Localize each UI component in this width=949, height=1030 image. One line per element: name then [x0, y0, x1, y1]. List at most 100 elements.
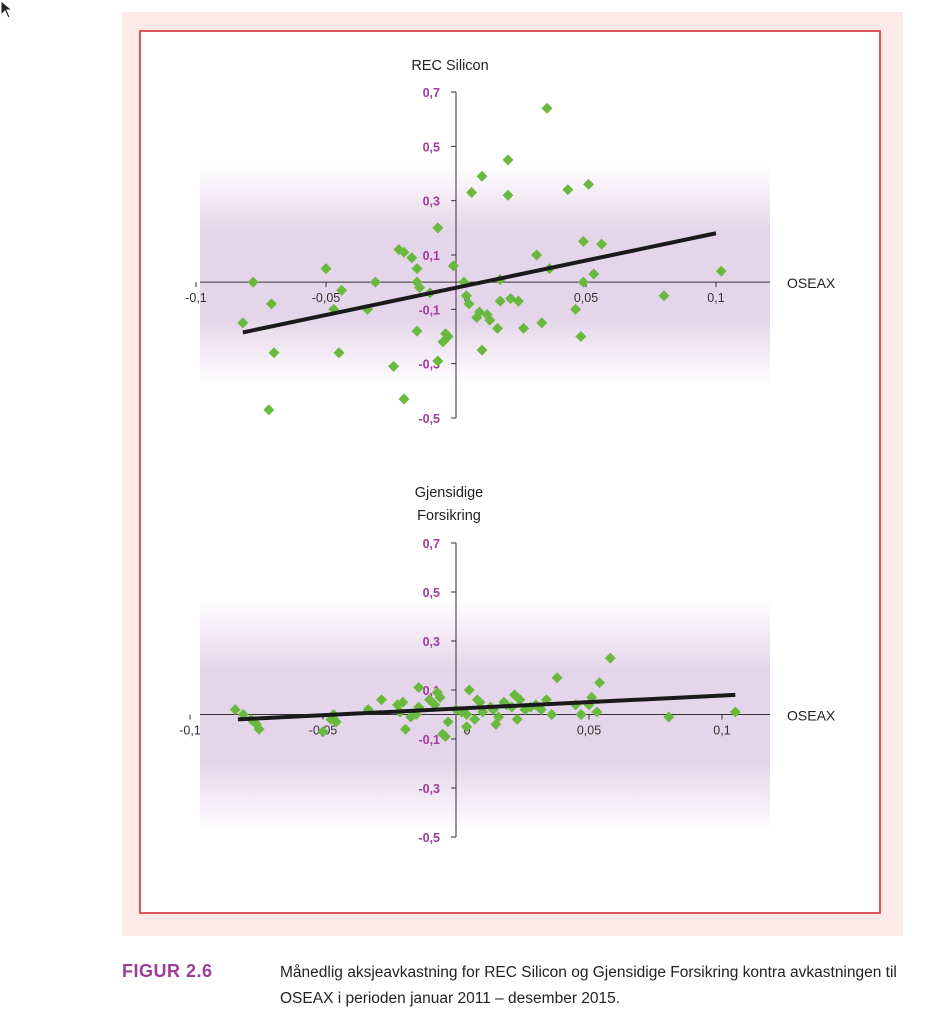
gjen-data-point-30	[463, 684, 475, 696]
gjen-y-tick-label: -0,1	[418, 733, 440, 747]
gjen-data-point-38	[493, 711, 505, 723]
rec-data-point-10	[369, 276, 381, 288]
gjen-x-tick-label: -0,1	[179, 724, 201, 738]
rec-chart-title: REC Silicon	[411, 58, 488, 74]
rec-x-tick-label: -0,05	[312, 291, 341, 305]
rec-data-point-3	[265, 298, 277, 310]
rec-data-point-53	[577, 235, 589, 247]
rec-data-point-15	[406, 252, 418, 264]
gjen-data-point-60	[729, 706, 741, 718]
rec-data-point-16	[411, 263, 423, 275]
rec-data-point-25	[442, 331, 454, 342]
gjen-data-point-33	[474, 696, 486, 708]
rec-data-point-58	[715, 265, 727, 277]
rec-x-tick-label: 0,05	[574, 291, 598, 305]
gjen-data-point-53	[575, 709, 587, 720]
gjen-data-point-58	[604, 652, 616, 664]
rec-data-point-37	[492, 322, 504, 334]
rec-data-point-41	[502, 154, 514, 166]
rec-y-tick-label: 0,5	[423, 140, 440, 154]
gjen-chart-title: Gjensidige	[415, 485, 484, 501]
rec-data-point-50	[570, 303, 582, 315]
rec-data-point-51	[575, 331, 587, 342]
gjen-data-point-57	[594, 677, 606, 689]
gjen-data-point-44	[514, 694, 526, 706]
gjen-data-point-5	[317, 726, 329, 738]
gjen-data-point-24	[439, 731, 451, 743]
gjen-data-point-18	[413, 682, 425, 694]
rec-data-point-56	[596, 238, 608, 250]
rec-y-tick-label: 0,7	[423, 86, 440, 100]
rec-y-tick-label: -0,1	[418, 303, 440, 317]
rec-data-point-28	[460, 290, 472, 302]
figure-caption: Månedlig aksjeavkastning for REC Silicon…	[280, 964, 897, 1007]
figure-label: FIGUR 2.6	[122, 961, 213, 981]
gjen-y-tick-label: -0,3	[418, 782, 440, 796]
gjen-data-point-31	[469, 713, 481, 725]
rec-data-point-11	[388, 360, 400, 372]
rec-data-point-38	[494, 295, 506, 307]
rec-y-tick-label: -0,5	[418, 412, 440, 426]
rec-data-point-54	[583, 178, 595, 190]
gjen-y-tick-label: 0,5	[423, 586, 440, 600]
rec-data-point-30	[466, 187, 478, 199]
rec-data-point-34	[476, 344, 488, 356]
gjen-data-point-4	[253, 723, 265, 735]
gjen-data-point-48	[535, 704, 547, 716]
rec-data-point-26	[447, 260, 459, 272]
rec-y-tick-label: 0,1	[423, 249, 440, 263]
rec-data-point-45	[531, 249, 543, 261]
gjen-data-point-10	[376, 694, 388, 706]
rec-data-point-47	[541, 102, 553, 114]
gjen-x-tick-label: 0,1	[713, 724, 730, 738]
rec-data-point-43	[512, 295, 524, 307]
gjen-data-point-43	[511, 713, 523, 725]
rec-data-point-13	[398, 246, 410, 258]
rec-data-point-49	[562, 184, 574, 196]
rec-y-tick-label: 0,3	[423, 195, 440, 209]
gjen-data-point-59	[663, 711, 675, 723]
rec-data-point-18	[414, 282, 426, 294]
rec-data-point-19	[411, 325, 423, 337]
rec-data-point-33	[476, 170, 488, 182]
gjen-data-point-28	[461, 709, 473, 720]
rec-data-point-29	[463, 298, 475, 310]
rec-data-point-8	[336, 284, 348, 296]
rec-data-point-21	[432, 222, 444, 234]
rec-data-point-52	[577, 276, 589, 288]
rec-trend-line	[242, 231, 717, 335]
gjen-data-point-51	[551, 672, 563, 684]
gjen-x-tick-label: 0,05	[577, 724, 601, 738]
rec-data-point-55	[588, 268, 600, 280]
gjen-y-tick-label: -0,5	[418, 831, 440, 845]
gjen-data-point-50	[546, 709, 558, 720]
rec-data-point-2	[263, 404, 275, 416]
rec-data-point-14	[398, 393, 410, 405]
gjen-data-point-56	[591, 706, 603, 718]
gjen-data-point-8	[330, 716, 342, 728]
gjen-data-point-25	[442, 716, 454, 728]
rec-x-tick-label: -0,1	[185, 291, 207, 305]
gjen-trend-line	[237, 692, 736, 722]
gjen-y-tick-label: 0,7	[423, 537, 440, 551]
gjen-data-point-0	[229, 704, 241, 716]
rec-data-point-57	[658, 290, 670, 302]
rec-x-tick-label: 0,1	[707, 291, 724, 305]
rec-data-point-5	[320, 263, 332, 275]
rec-data-point-22	[432, 355, 444, 367]
gjen-data-point-14	[399, 723, 411, 735]
rec-data-point-4	[268, 347, 280, 359]
rec-data-point-1	[247, 276, 259, 288]
mouse-cursor-icon	[0, 0, 14, 19]
gjen-data-point-29	[461, 721, 473, 733]
rec-data-point-0	[237, 317, 249, 329]
rec-x-axis-label: OSEAX	[787, 275, 836, 291]
rec-data-point-46	[536, 317, 548, 329]
rec-data-point-44	[518, 322, 530, 334]
gjen-data-point-20	[429, 699, 441, 711]
rec-data-point-40	[502, 189, 514, 201]
rec-data-point-7	[333, 347, 345, 359]
gjen-data-point-22	[434, 691, 446, 703]
